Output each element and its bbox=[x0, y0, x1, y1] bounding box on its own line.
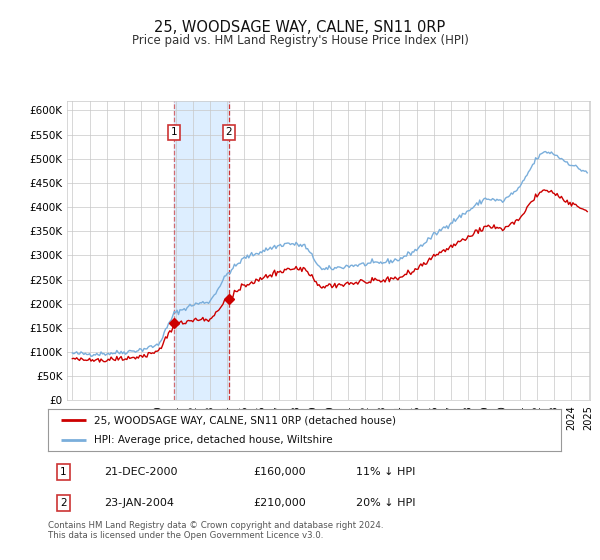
Text: £210,000: £210,000 bbox=[253, 498, 306, 507]
Bar bbox=[174, 101, 229, 400]
Text: 25, WOODSAGE WAY, CALNE, SN11 0RP (detached house): 25, WOODSAGE WAY, CALNE, SN11 0RP (detac… bbox=[94, 415, 396, 425]
Text: 21-DEC-2000: 21-DEC-2000 bbox=[104, 467, 178, 477]
Text: 1: 1 bbox=[171, 127, 178, 137]
Text: Price paid vs. HM Land Registry's House Price Index (HPI): Price paid vs. HM Land Registry's House … bbox=[131, 34, 469, 46]
Text: 2: 2 bbox=[60, 498, 67, 507]
Text: HPI: Average price, detached house, Wiltshire: HPI: Average price, detached house, Wilt… bbox=[94, 435, 333, 445]
Text: 2: 2 bbox=[226, 127, 232, 137]
Text: 23-JAN-2004: 23-JAN-2004 bbox=[104, 498, 175, 507]
Text: Contains HM Land Registry data © Crown copyright and database right 2024.
This d: Contains HM Land Registry data © Crown c… bbox=[48, 521, 383, 540]
Text: 11% ↓ HPI: 11% ↓ HPI bbox=[356, 467, 415, 477]
Text: 25, WOODSAGE WAY, CALNE, SN11 0RP: 25, WOODSAGE WAY, CALNE, SN11 0RP bbox=[154, 20, 446, 35]
Text: 20% ↓ HPI: 20% ↓ HPI bbox=[356, 498, 415, 507]
Text: 1: 1 bbox=[60, 467, 67, 477]
Text: £160,000: £160,000 bbox=[253, 467, 306, 477]
